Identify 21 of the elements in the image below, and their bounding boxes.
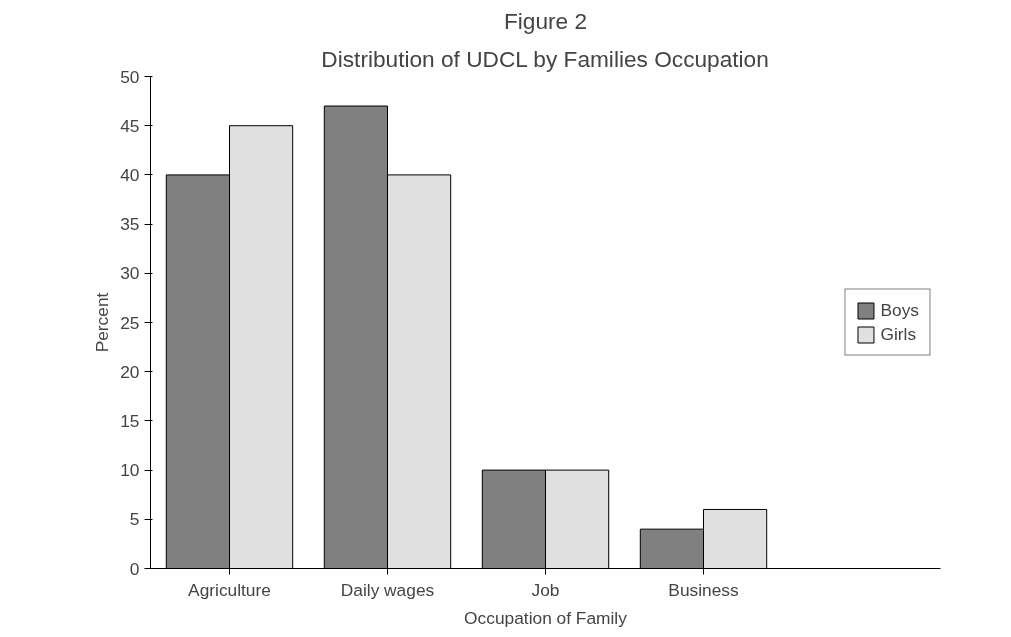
x-tick-label: Agriculture <box>188 579 271 600</box>
chart-title: Figure 2 <box>503 7 588 34</box>
x-axis-title: Occupation of Family <box>464 607 628 628</box>
x-tick-label: Job <box>531 579 560 600</box>
y-tick-label: 25 <box>120 312 140 333</box>
y-tick-label: 40 <box>120 164 140 185</box>
y-tick-label: 30 <box>120 263 140 284</box>
x-tick-label: Daily wages <box>340 579 435 600</box>
y-tick-label: 50 <box>120 66 140 87</box>
chart-subtitle: Distribution of UDCL by Families Occupation <box>321 45 769 72</box>
y-tick-label: 20 <box>120 361 140 382</box>
x-tick-label: Business <box>668 579 739 600</box>
legend-label: Boys <box>880 299 919 321</box>
legend-label: Girls <box>880 323 917 345</box>
y-tick-label: 45 <box>120 115 140 136</box>
y-tick-label: 35 <box>120 214 140 235</box>
y-tick-label: 0 <box>129 558 140 579</box>
y-tick-label: 15 <box>120 410 140 431</box>
y-axis-title: Percent <box>92 292 113 353</box>
y-tick-label: 10 <box>120 460 140 481</box>
y-tick-label: 5 <box>129 509 140 530</box>
